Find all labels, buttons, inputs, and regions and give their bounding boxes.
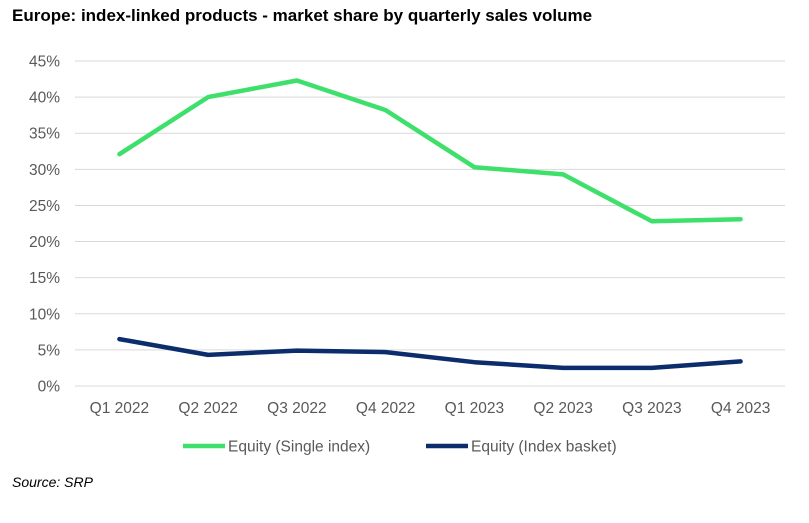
- x-tick-label: Q3 2022: [267, 400, 326, 417]
- x-tick-label: Q2 2022: [178, 400, 237, 417]
- y-tick-label: 25%: [29, 198, 60, 215]
- y-tick-label: 0%: [38, 379, 61, 396]
- series-lines: [117, 78, 743, 371]
- y-tick-label: 30%: [29, 162, 60, 179]
- x-tick-label: Q3 2023: [622, 400, 681, 417]
- legend-label: Equity (Index basket): [471, 439, 617, 456]
- y-tick-label: 5%: [38, 342, 61, 359]
- series-line-1: [117, 336, 743, 371]
- y-tick-label: 40%: [29, 90, 60, 107]
- x-tick-label: Q4 2022: [356, 400, 415, 417]
- chart-title: Europe: index-linked products - market s…: [12, 6, 593, 25]
- y-tick-label: 20%: [29, 234, 60, 251]
- x-tick-label: Q2 2023: [533, 400, 592, 417]
- x-tick-label: Q4 2023: [711, 400, 770, 417]
- x-tick-label: Q1 2023: [445, 400, 504, 417]
- gridlines: [75, 60, 785, 387]
- legend-label: Equity (Single index): [228, 439, 370, 456]
- y-tick-label: 45%: [29, 54, 60, 71]
- x-axis-tick-labels: Q1 2022 Q2 2022 Q3 2022 Q4 2022 Q1 2023 Q2 20…: [90, 400, 771, 417]
- y-tick-label: 35%: [29, 126, 60, 143]
- y-axis-tick-labels: 0% 5% 10% 15% 20% 25% 30% 35% 40% 45%: [29, 54, 60, 396]
- y-tick-label: 15%: [29, 270, 60, 287]
- legend: Equity (Single index) Equity (Index baske…: [183, 439, 617, 456]
- source-note: Source: SRP: [12, 474, 93, 490]
- series-line-0: [117, 78, 743, 224]
- x-tick-label: Q1 2022: [90, 400, 149, 417]
- y-tick-label: 10%: [29, 306, 60, 323]
